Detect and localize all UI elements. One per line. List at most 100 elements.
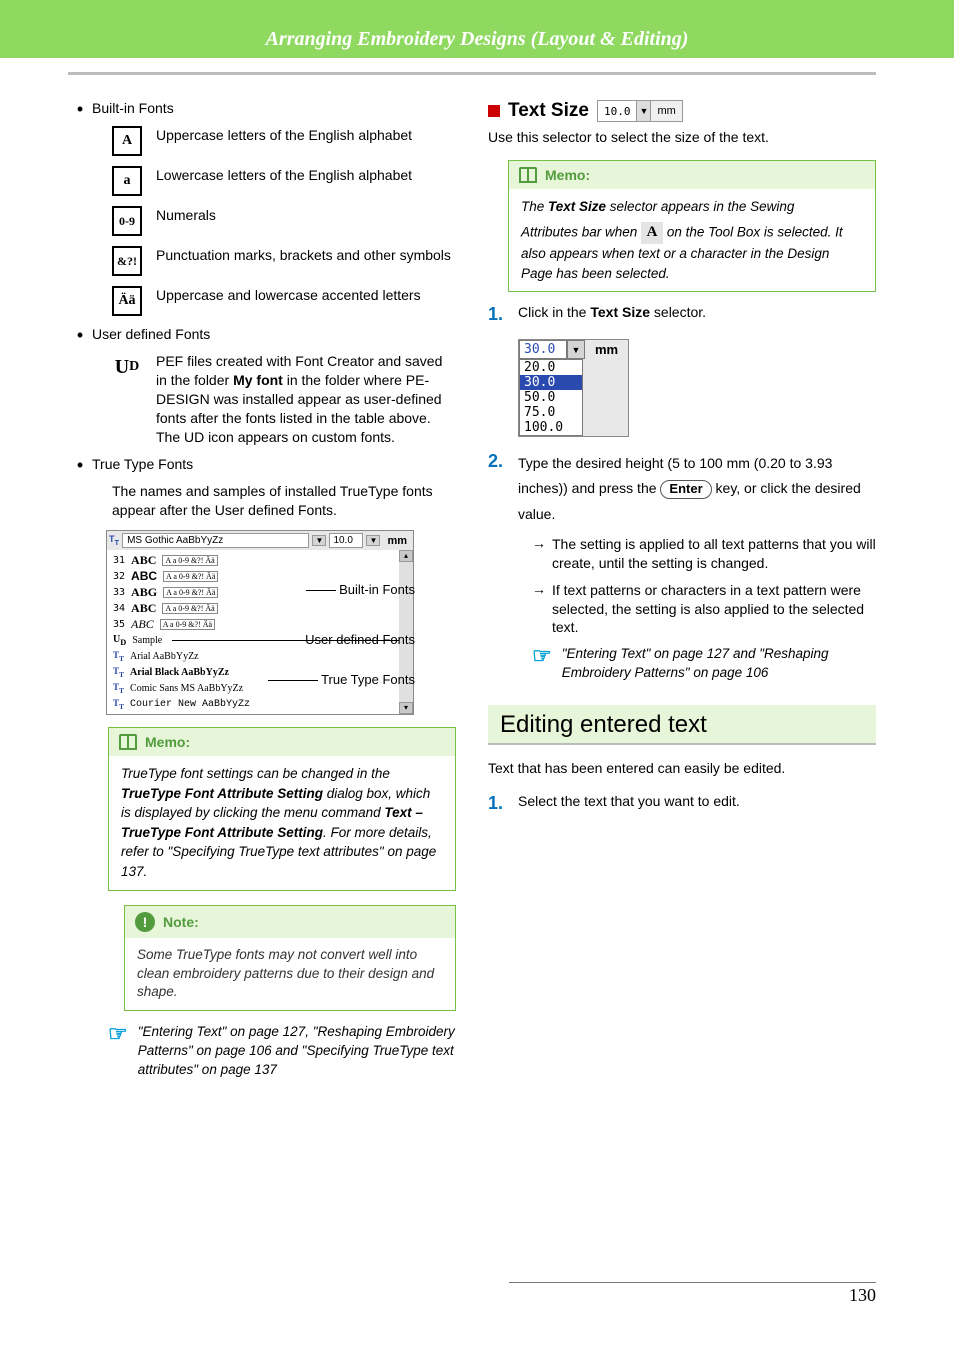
ref-text: "Entering Text" on page 127, "Reshaping … [138,1023,456,1080]
subhead-label: Text Size [508,100,589,122]
intro-text: Use this selector to select the size of … [488,128,876,148]
mini-size-selector[interactable]: 10.0 ▼ mm [597,100,683,122]
font-dropdown-illustration: TT MS Gothic AaBbYyZz ▼ 10.0 ▼ mm 31ABCA… [106,530,414,715]
accented-desc: Uppercase and lowercase accented letters [156,286,456,305]
font-lower-row: a Lowercase letters of the English alpha… [112,166,456,196]
step-num: 1. [488,304,518,325]
book-icon [119,734,137,750]
alert-icon: ! [135,912,155,932]
content: • Built-in Fonts A Uppercase letters of … [68,100,876,1080]
bullet-builtin: • Built-in Fonts [68,100,456,116]
font-accented-row: Ää Uppercase and lowercase accented lett… [112,286,456,316]
mm-label: mm [651,105,681,117]
header-rule [68,72,876,75]
step-num: 1. [488,793,518,814]
right-column: Text Size 10.0 ▼ mm Use this selector to… [488,100,876,1080]
lowercase-icon: a [112,166,142,196]
arrow-2: → If text patterns or characters in a te… [532,581,876,638]
arrow-text: The setting is applied to all text patte… [552,535,876,573]
memo-body: The Text Size selector appears in the Se… [509,189,875,292]
annot-userdef: User defined Fonts [262,632,415,647]
hand-icon: ☞ [532,645,552,667]
page-number: 130 [509,1282,876,1306]
mm-label: mm [585,340,628,359]
step-num: 2. [488,451,518,472]
font-numerals-row: 0-9 Numerals [112,206,456,236]
list-item[interactable]: 30.0 [520,375,582,390]
ud-icon: UD [112,352,142,382]
a-tool-icon: A [641,222,663,244]
note-head: !Note: [125,906,455,938]
book-icon [519,167,537,183]
size-input[interactable]: 10.0 [329,533,363,548]
arrow-icon: → [532,535,552,551]
size-dropdown-widget[interactable]: 30.0 ▼ mm 20.0 30.0 50.0 75.0 100.0 [518,339,629,437]
topbar: TT MS Gothic AaBbYyZz ▼ 10.0 ▼ mm [107,531,413,550]
step-text: Click in the Text Size selector. [518,304,706,320]
numerals-desc: Numerals [156,206,456,225]
memo-box-right: Memo: The Text Size selector appears in … [508,160,876,293]
tt-icon: TT [109,534,119,547]
mm-label: mm [383,535,411,547]
step-text: Select the text that you want to edit. [518,793,740,809]
annot-truetype: True Type Fonts [268,672,415,687]
size-selected-value[interactable]: 30.0 [519,340,567,359]
subhead-text-size: Text Size 10.0 ▼ mm [488,100,876,122]
ref-right: ☞ "Entering Text" on page 127 and "Resha… [532,645,876,683]
bullet-truetype: • True Type Fonts [68,456,456,472]
section-editing: Editing entered text [488,705,876,745]
arrow-icon: → [532,581,552,597]
step-text: Type the desired height (5 to 100 mm (0.… [518,451,876,527]
memo-body: TrueType font settings can be changed in… [109,756,455,889]
step-1: 1. Click in the Text Size selector. [488,304,876,325]
section-title: Editing entered text [500,711,864,739]
note-body: Some TrueType fonts may not convert well… [125,938,455,1011]
enter-key-icon: Enter [660,480,711,499]
font-list: 31ABCA a 0-9 &?! Ää 32ABCA a 0-9 &?! Ää … [107,550,413,714]
annot-builtin: Built-in Fonts [306,582,416,597]
lower-desc: Lowercase letters of the English alphabe… [156,166,456,185]
numerals-icon: 0-9 [112,206,142,236]
upper-desc: Uppercase letters of the English alphabe… [156,126,456,145]
font-upper-row: A Uppercase letters of the English alpha… [112,126,456,156]
arrow-1: → The setting is applied to all text pat… [532,535,876,573]
memo-head: Memo: [509,161,875,189]
list-item[interactable]: 100.0 [520,420,582,435]
list-item[interactable]: 20.0 [520,360,582,375]
font-punct-row: &?! Punctuation marks, brackets and othe… [112,246,456,276]
list-item[interactable]: 75.0 [520,405,582,420]
section-desc: Text that has been entered can easily be… [488,759,876,779]
page-header: Arranging Embroidery Designs (Layout & E… [0,0,954,51]
ref-left: ☞ "Entering Text" on page 127, "Reshapin… [108,1023,456,1080]
chevron-down-icon[interactable]: ▼ [637,101,651,121]
bullet-label: True Type Fonts [92,456,193,472]
red-square-icon [488,105,500,117]
arrow-text: If text patterns or characters in a text… [552,581,876,638]
bullet-dot: • [68,326,92,342]
section2-step1: 1. Select the text that you want to edit… [488,793,876,814]
list-item[interactable]: 50.0 [520,390,582,405]
ref-text: "Entering Text" on page 127 and "Reshapi… [562,645,876,683]
memo-box-left: Memo: TrueType font settings can be chan… [108,727,456,890]
userdef-desc: PEF files created with Font Creator and … [156,352,456,446]
bullet-dot: • [68,456,92,472]
dropdown-arrow-icon[interactable]: ▼ [366,535,380,546]
uppercase-icon: A [112,126,142,156]
punct-desc: Punctuation marks, brackets and other sy… [156,246,456,265]
userdef-row: UD PEF files created with Font Creator a… [112,352,456,446]
hand-icon: ☞ [108,1023,128,1045]
size-list[interactable]: 20.0 30.0 50.0 75.0 100.0 [519,359,583,436]
note-box: !Note: Some TrueType fonts may not conve… [124,905,456,1012]
bullet-dot: • [68,100,92,116]
truetype-desc: The names and samples of installed TrueT… [112,482,456,520]
mini-size-value[interactable]: 10.0 [598,101,638,121]
chevron-down-icon[interactable]: ▼ [567,340,585,359]
bullet-label: Built-in Fonts [92,100,174,116]
accented-icon: Ää [112,286,142,316]
memo-head: Memo: [109,728,455,756]
left-column: • Built-in Fonts A Uppercase letters of … [68,100,456,1080]
punct-icon: &?! [112,246,142,276]
step-2: 2. Type the desired height (5 to 100 mm … [488,451,876,527]
dropdown-arrow-icon[interactable]: ▼ [312,535,326,546]
font-name-display[interactable]: MS Gothic AaBbYyZz [122,533,309,548]
